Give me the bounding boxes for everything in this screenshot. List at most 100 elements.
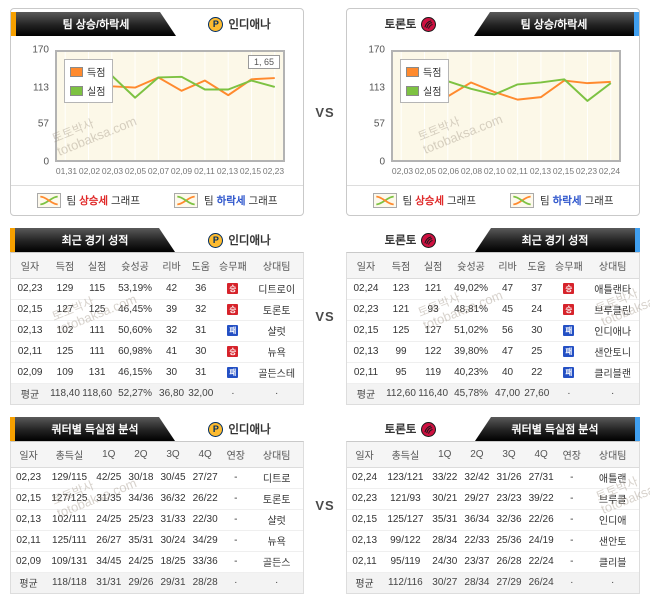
chart-ylabels: 170 113 57 0	[15, 45, 55, 168]
cell: 95/119	[382, 551, 429, 573]
column-header: 일자	[347, 442, 383, 468]
cell: 뉴욕	[250, 341, 303, 363]
cell: 애틀랜타	[586, 278, 639, 300]
table-row: 02,24 123/121 33/22 32/42 31/26 27/31- 애틀랜	[347, 467, 639, 489]
chart: 170 113 57 0 득점 실점 02,03 02,05 02,06 02,08 02,10…	[347, 36, 639, 180]
cell: 42	[156, 278, 187, 300]
y-axis-tick: 170	[368, 44, 385, 56]
cell: 127/125	[46, 488, 93, 510]
cell: 125/111	[46, 530, 93, 552]
recent-panel-indiana: 최근 경기 성적 P 인디애나 일자 득점 실점 슛성공 리바 도움 승무패 상대팀 02,23…	[10, 228, 304, 405]
page: 팀 상승/하락세 P 인디애나 170 113 57 0 득점 실점 1, 65 01,…	[0, 8, 650, 600]
cell: 02,23	[347, 299, 385, 321]
cell: 디트로이	[250, 278, 303, 300]
cell: 123/121	[382, 467, 429, 489]
cell: 102	[48, 320, 82, 342]
cell: 109	[48, 362, 82, 384]
raptors-logo-icon	[421, 421, 437, 437]
cell: 31	[186, 362, 216, 384]
average-cell: 28/28	[189, 571, 222, 593]
column-header: 도움	[186, 253, 216, 279]
column-header: 슛성공	[449, 253, 493, 279]
average-cell: 118,60	[81, 382, 114, 404]
cell: 30/45	[156, 467, 190, 489]
section-title: 쿼터별 득실점 분석	[511, 424, 599, 436]
trend-row: 팀 상승/하락세 P 인디애나 170 113 57 0 득점 실점 1, 65 01,…	[0, 8, 650, 216]
cell: 32/36	[492, 509, 526, 531]
cell: 30	[156, 362, 187, 384]
cell: 27/27	[189, 467, 222, 489]
falling-graph-legend: 팀 하락세 그래프	[510, 193, 613, 208]
team-name: 인디애나	[228, 19, 271, 31]
legend-item: 득점	[70, 64, 105, 79]
legend-item: 실점	[70, 83, 105, 98]
cell: 26/27	[92, 530, 125, 552]
falling-graph-icon	[510, 193, 534, 208]
quarter-panel-toronto: 토론토 쿼터별 득실점 분석 일자 총득실 1Q 2Q 3Q 4Q 연장 상대팀 02,24 12…	[346, 417, 640, 594]
cell: 02,24	[347, 278, 385, 300]
legend-label: 득점	[87, 68, 106, 79]
average-cell: 31/31	[92, 571, 125, 593]
cell: 99	[384, 341, 418, 363]
cell: 승	[215, 341, 251, 363]
average-cell: ·	[221, 571, 251, 593]
cell: 34/29	[189, 530, 222, 552]
y-axis-tick: 57	[37, 118, 49, 130]
x-axis-tick: 02,11	[194, 166, 215, 176]
table-row: 02,15 127/125 31/35 34/36 36/32 26/22- 토론토	[11, 488, 303, 510]
column-header: 2Q	[124, 442, 157, 468]
cell: -	[221, 467, 251, 489]
vs-cell: VS	[304, 228, 346, 405]
cell: 40,23%	[449, 362, 493, 384]
panel-header: 토론토 쿼터별 득실점 분석	[346, 417, 640, 441]
column-header: 3Q	[492, 442, 526, 468]
average-cell: 평균	[11, 571, 47, 593]
cell: 24	[522, 299, 552, 321]
win-badge: 승	[227, 303, 239, 315]
chart-xlabels: 02,03 02,05 02,06 02,08 02,10 02,11 02,13 02,15…	[391, 162, 621, 180]
header-row: 일자 총득실 1Q 2Q 3Q 4Q 연장 상대팀	[347, 442, 639, 468]
x-axis-tick: 02,11	[507, 166, 528, 176]
win-badge: 승	[227, 282, 239, 294]
cell: 32	[156, 320, 187, 342]
cell: 02,13	[11, 509, 47, 531]
average-cell: 112/116	[382, 571, 429, 593]
section-title-tab: 팀 상승/하락세	[16, 12, 176, 36]
pacers-logo-icon: P	[208, 421, 224, 437]
cell: 02,15	[347, 509, 383, 531]
rising-graph-icon	[36, 193, 61, 208]
x-axis-tick: 02,15	[552, 166, 575, 176]
legend-swatch	[406, 85, 419, 96]
cell: 02,15	[11, 488, 47, 510]
recent-panel-toronto: 토론토 최근 경기 성적 일자 득점 실점 슛성공 리바 도움 승무패 상대팀 02,24 123…	[346, 228, 640, 405]
cell: 25/23	[124, 509, 157, 531]
column-header: 4Q	[525, 442, 558, 468]
quarter-analysis-table: 일자 총득실 1Q 2Q 3Q 4Q 연장 상대팀 02,23 129/115 42/25 30/18…	[10, 441, 304, 594]
section-title-tab: 최근 경기 성적	[15, 228, 175, 252]
y-axis-tick: 113	[369, 82, 385, 94]
vs-label: VS	[315, 104, 335, 120]
cell: 02,11	[11, 341, 49, 363]
x-axis-tick: 02,13	[216, 166, 239, 176]
orange-accent-bar	[10, 228, 15, 252]
panel-header: 최근 경기 성적 P 인디애나	[10, 228, 304, 252]
cell: 02,13	[347, 530, 383, 552]
header-row: 일자 득점 실점 슛성공 리바 도움 승무패 상대팀	[11, 253, 303, 279]
cell: 18/25	[156, 551, 190, 573]
header-row: 일자 총득실 1Q 2Q 3Q 4Q 연장 상대팀	[11, 442, 303, 468]
cell: 디트로	[250, 467, 303, 489]
recent-row: 최근 경기 성적 P 인디애나 일자 득점 실점 슛성공 리바 도움 승무패 상대팀 02,23…	[0, 228, 650, 405]
cell: 02,13	[347, 341, 385, 363]
x-axis-tick: 02,02	[78, 166, 101, 176]
cell: 127	[417, 320, 450, 342]
average-cell: 112,60	[384, 382, 418, 404]
cell: 23/37	[460, 551, 493, 573]
legend-swatch	[70, 66, 83, 77]
average-cell: 26/24	[525, 571, 558, 593]
vs-cell: VS	[304, 417, 346, 594]
column-header: 실점	[81, 253, 114, 279]
average-cell: 29/31	[156, 571, 190, 593]
cell: 22/30	[189, 509, 222, 531]
cell: 129/115	[46, 467, 93, 489]
